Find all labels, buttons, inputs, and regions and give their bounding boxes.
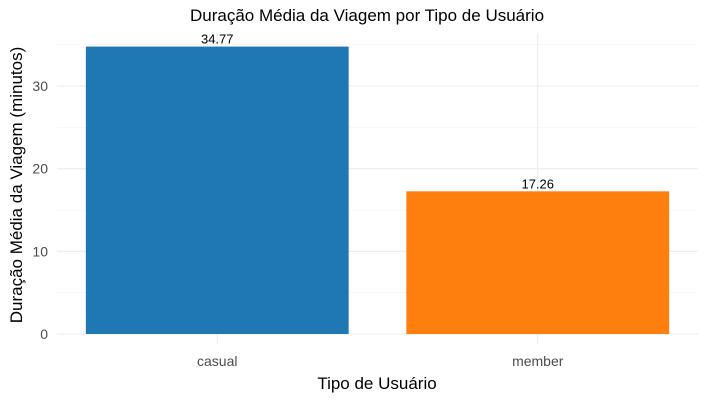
y-tick-label: 20 (32, 161, 48, 177)
x-tick-label-casual: casual (197, 353, 237, 369)
bar-member (406, 191, 670, 334)
data-label-casual: 34.77 (201, 32, 234, 47)
data-label-member: 17.26 (521, 176, 554, 191)
chart-title: Duração Média da Viagem por Tipo de Usuá… (190, 6, 544, 25)
data-labels-layer: 34.77 17.26 (201, 32, 554, 192)
x-tick-label-member: member (512, 353, 564, 369)
y-tick-label: 10 (32, 243, 48, 259)
y-tick-labels: 0 10 20 30 (32, 78, 48, 342)
y-tick-label: 0 (40, 326, 48, 342)
bar-casual (85, 46, 349, 335)
bars-layer (85, 46, 670, 335)
x-axis-title: Tipo de Usuário (317, 374, 436, 393)
y-axis-title: Duração Média da Viagem (minutos) (7, 47, 26, 324)
y-tick-label: 30 (32, 78, 48, 94)
x-tick-labels: casual member (197, 353, 564, 369)
